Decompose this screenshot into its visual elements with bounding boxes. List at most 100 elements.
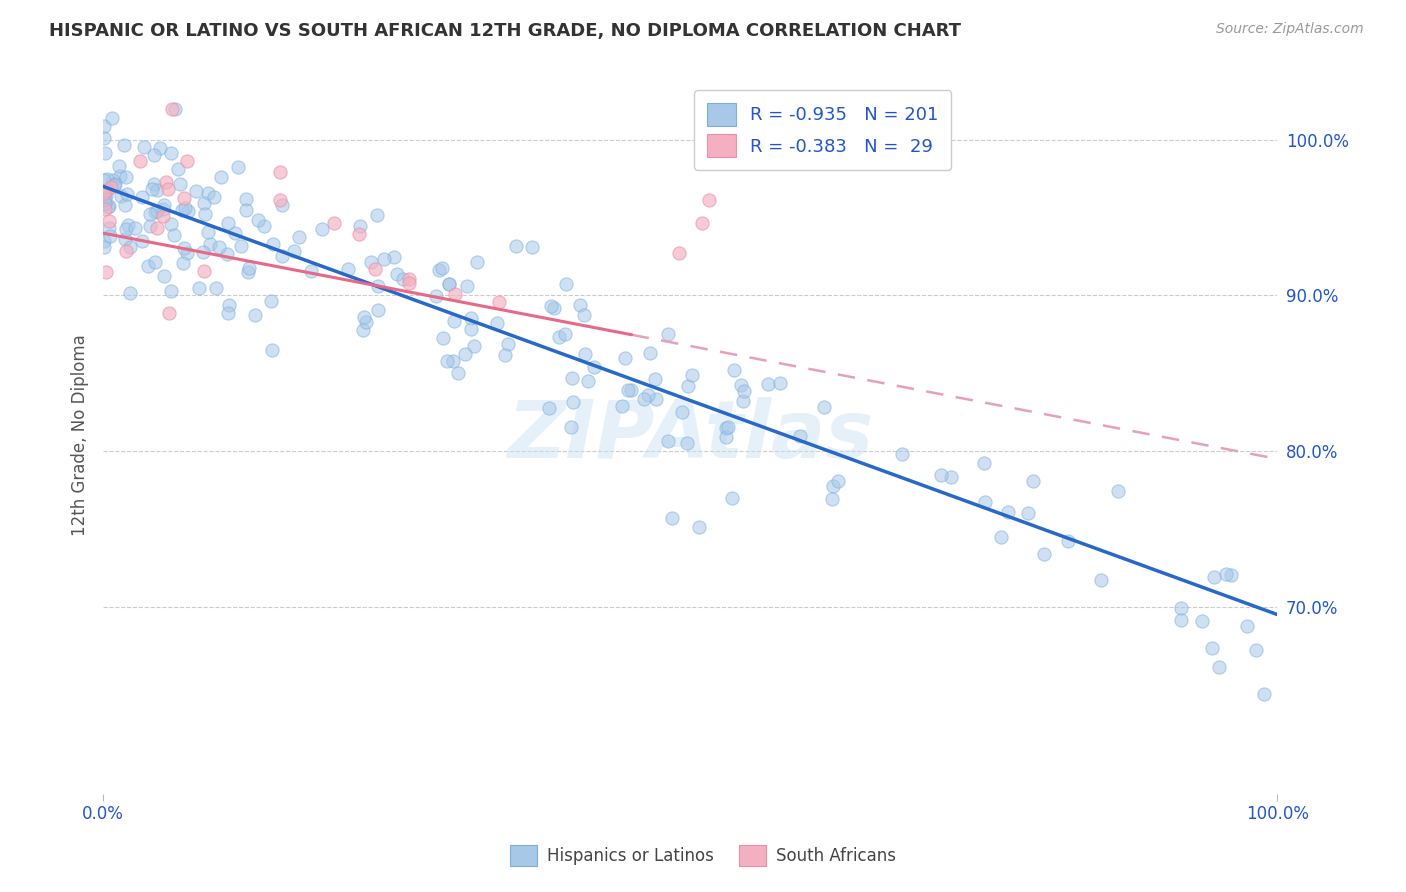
Point <box>270 248 292 262</box>
Point <box>688 520 710 534</box>
Point <box>103 178 125 193</box>
Point <box>229 239 252 253</box>
Point <box>436 353 458 368</box>
Legend: Hispanics or Latinos, South Africans: Hispanics or Latinos, South Africans <box>503 838 903 873</box>
Point <box>197 186 219 200</box>
Point <box>463 339 485 353</box>
Point <box>153 198 176 212</box>
Point <box>152 209 174 223</box>
Point <box>392 272 415 286</box>
Point <box>731 394 754 409</box>
Point <box>769 376 792 390</box>
Point <box>1107 483 1129 498</box>
Point <box>94 192 117 206</box>
Point <box>496 337 519 351</box>
Point <box>733 384 755 399</box>
Point <box>253 219 276 233</box>
Point <box>226 160 249 174</box>
Point <box>929 468 952 483</box>
Point <box>100 179 122 194</box>
Point <box>134 140 156 154</box>
Point <box>456 278 478 293</box>
Point <box>1215 566 1237 581</box>
Point <box>191 244 214 259</box>
Point <box>721 491 744 505</box>
Point <box>520 240 543 254</box>
Point <box>555 277 578 292</box>
Point <box>103 178 125 192</box>
Point <box>537 401 560 415</box>
Point <box>288 230 311 244</box>
Point <box>247 212 270 227</box>
Point <box>270 198 292 212</box>
Point <box>96 200 118 214</box>
Point <box>1244 642 1267 657</box>
Point <box>1017 506 1039 520</box>
Point <box>1202 570 1225 584</box>
Point <box>143 205 166 219</box>
Point <box>131 235 153 249</box>
Point <box>208 240 231 254</box>
Point <box>193 196 215 211</box>
Point <box>157 306 180 320</box>
Point <box>1201 640 1223 655</box>
Point <box>437 277 460 291</box>
Point <box>224 226 246 240</box>
Point <box>146 183 169 197</box>
Point <box>681 368 703 382</box>
Text: Source: ZipAtlas.com: Source: ZipAtlas.com <box>1216 22 1364 37</box>
Point <box>152 202 174 216</box>
Point <box>235 192 257 206</box>
Point <box>218 298 240 312</box>
Point <box>159 218 181 232</box>
Point <box>163 102 186 116</box>
Point <box>543 301 565 316</box>
Point <box>645 392 668 406</box>
Point <box>93 173 115 187</box>
Point <box>260 294 283 309</box>
Point <box>93 130 115 145</box>
Point <box>447 366 470 380</box>
Point <box>756 376 779 391</box>
Point <box>217 247 239 261</box>
Point <box>107 159 129 173</box>
Point <box>243 308 266 322</box>
Point <box>194 207 217 221</box>
Point <box>114 232 136 246</box>
Point <box>120 240 142 254</box>
Point <box>366 209 388 223</box>
Point <box>160 102 183 116</box>
Point <box>269 193 291 207</box>
Point <box>437 277 460 292</box>
Point <box>101 173 124 187</box>
Point <box>572 308 595 322</box>
Point <box>644 372 666 386</box>
Point <box>568 298 591 312</box>
Point <box>112 137 135 152</box>
Point <box>153 268 176 283</box>
Point <box>149 141 172 155</box>
Point <box>675 436 697 450</box>
Text: ZIPAtlas: ZIPAtlas <box>508 397 873 475</box>
Point <box>360 255 382 269</box>
Point <box>262 343 284 358</box>
Point <box>160 146 183 161</box>
Point <box>430 260 453 275</box>
Point <box>172 256 194 270</box>
Point <box>162 228 184 243</box>
Point <box>1033 547 1056 561</box>
Point <box>562 395 585 409</box>
Point <box>676 379 699 393</box>
Point <box>93 186 115 200</box>
Legend: R = -0.935   N = 201, R = -0.383   N =  29: R = -0.935 N = 201, R = -0.383 N = 29 <box>695 90 952 169</box>
Point <box>714 430 737 444</box>
Point <box>717 420 740 434</box>
Point <box>141 182 163 196</box>
Point <box>108 169 131 183</box>
Point <box>547 330 569 344</box>
Point <box>574 347 596 361</box>
Point <box>155 175 177 189</box>
Point <box>131 190 153 204</box>
Point <box>398 277 420 291</box>
Point <box>789 429 811 443</box>
